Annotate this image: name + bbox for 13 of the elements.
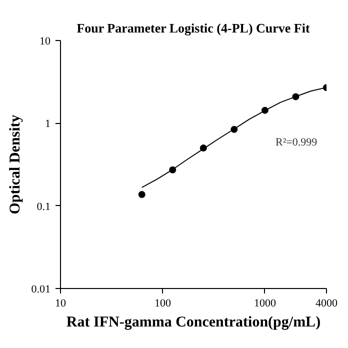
- x-axis-title: Rat IFN-gamma Concentration(pg/mL): [66, 314, 321, 330]
- x-tick-label: 10: [55, 298, 66, 310]
- y-tick-label: 10: [40, 36, 51, 48]
- y-tick-label: 0.1: [36, 200, 50, 213]
- x-tick-label: 1000: [254, 298, 276, 310]
- y-tick-label: 1: [45, 118, 50, 130]
- annotation: R²=0.999: [276, 136, 318, 148]
- point: [138, 191, 146, 198]
- y-tick-label: 0.01: [31, 284, 50, 296]
- y-axis-title: Optical Density: [7, 114, 24, 214]
- x-tick-label: 4000: [316, 298, 338, 310]
- x-tick-label: 100: [154, 298, 172, 310]
- chart-title: Four Parameter Logistic (4-PL) Curve Fit: [76, 20, 310, 36]
